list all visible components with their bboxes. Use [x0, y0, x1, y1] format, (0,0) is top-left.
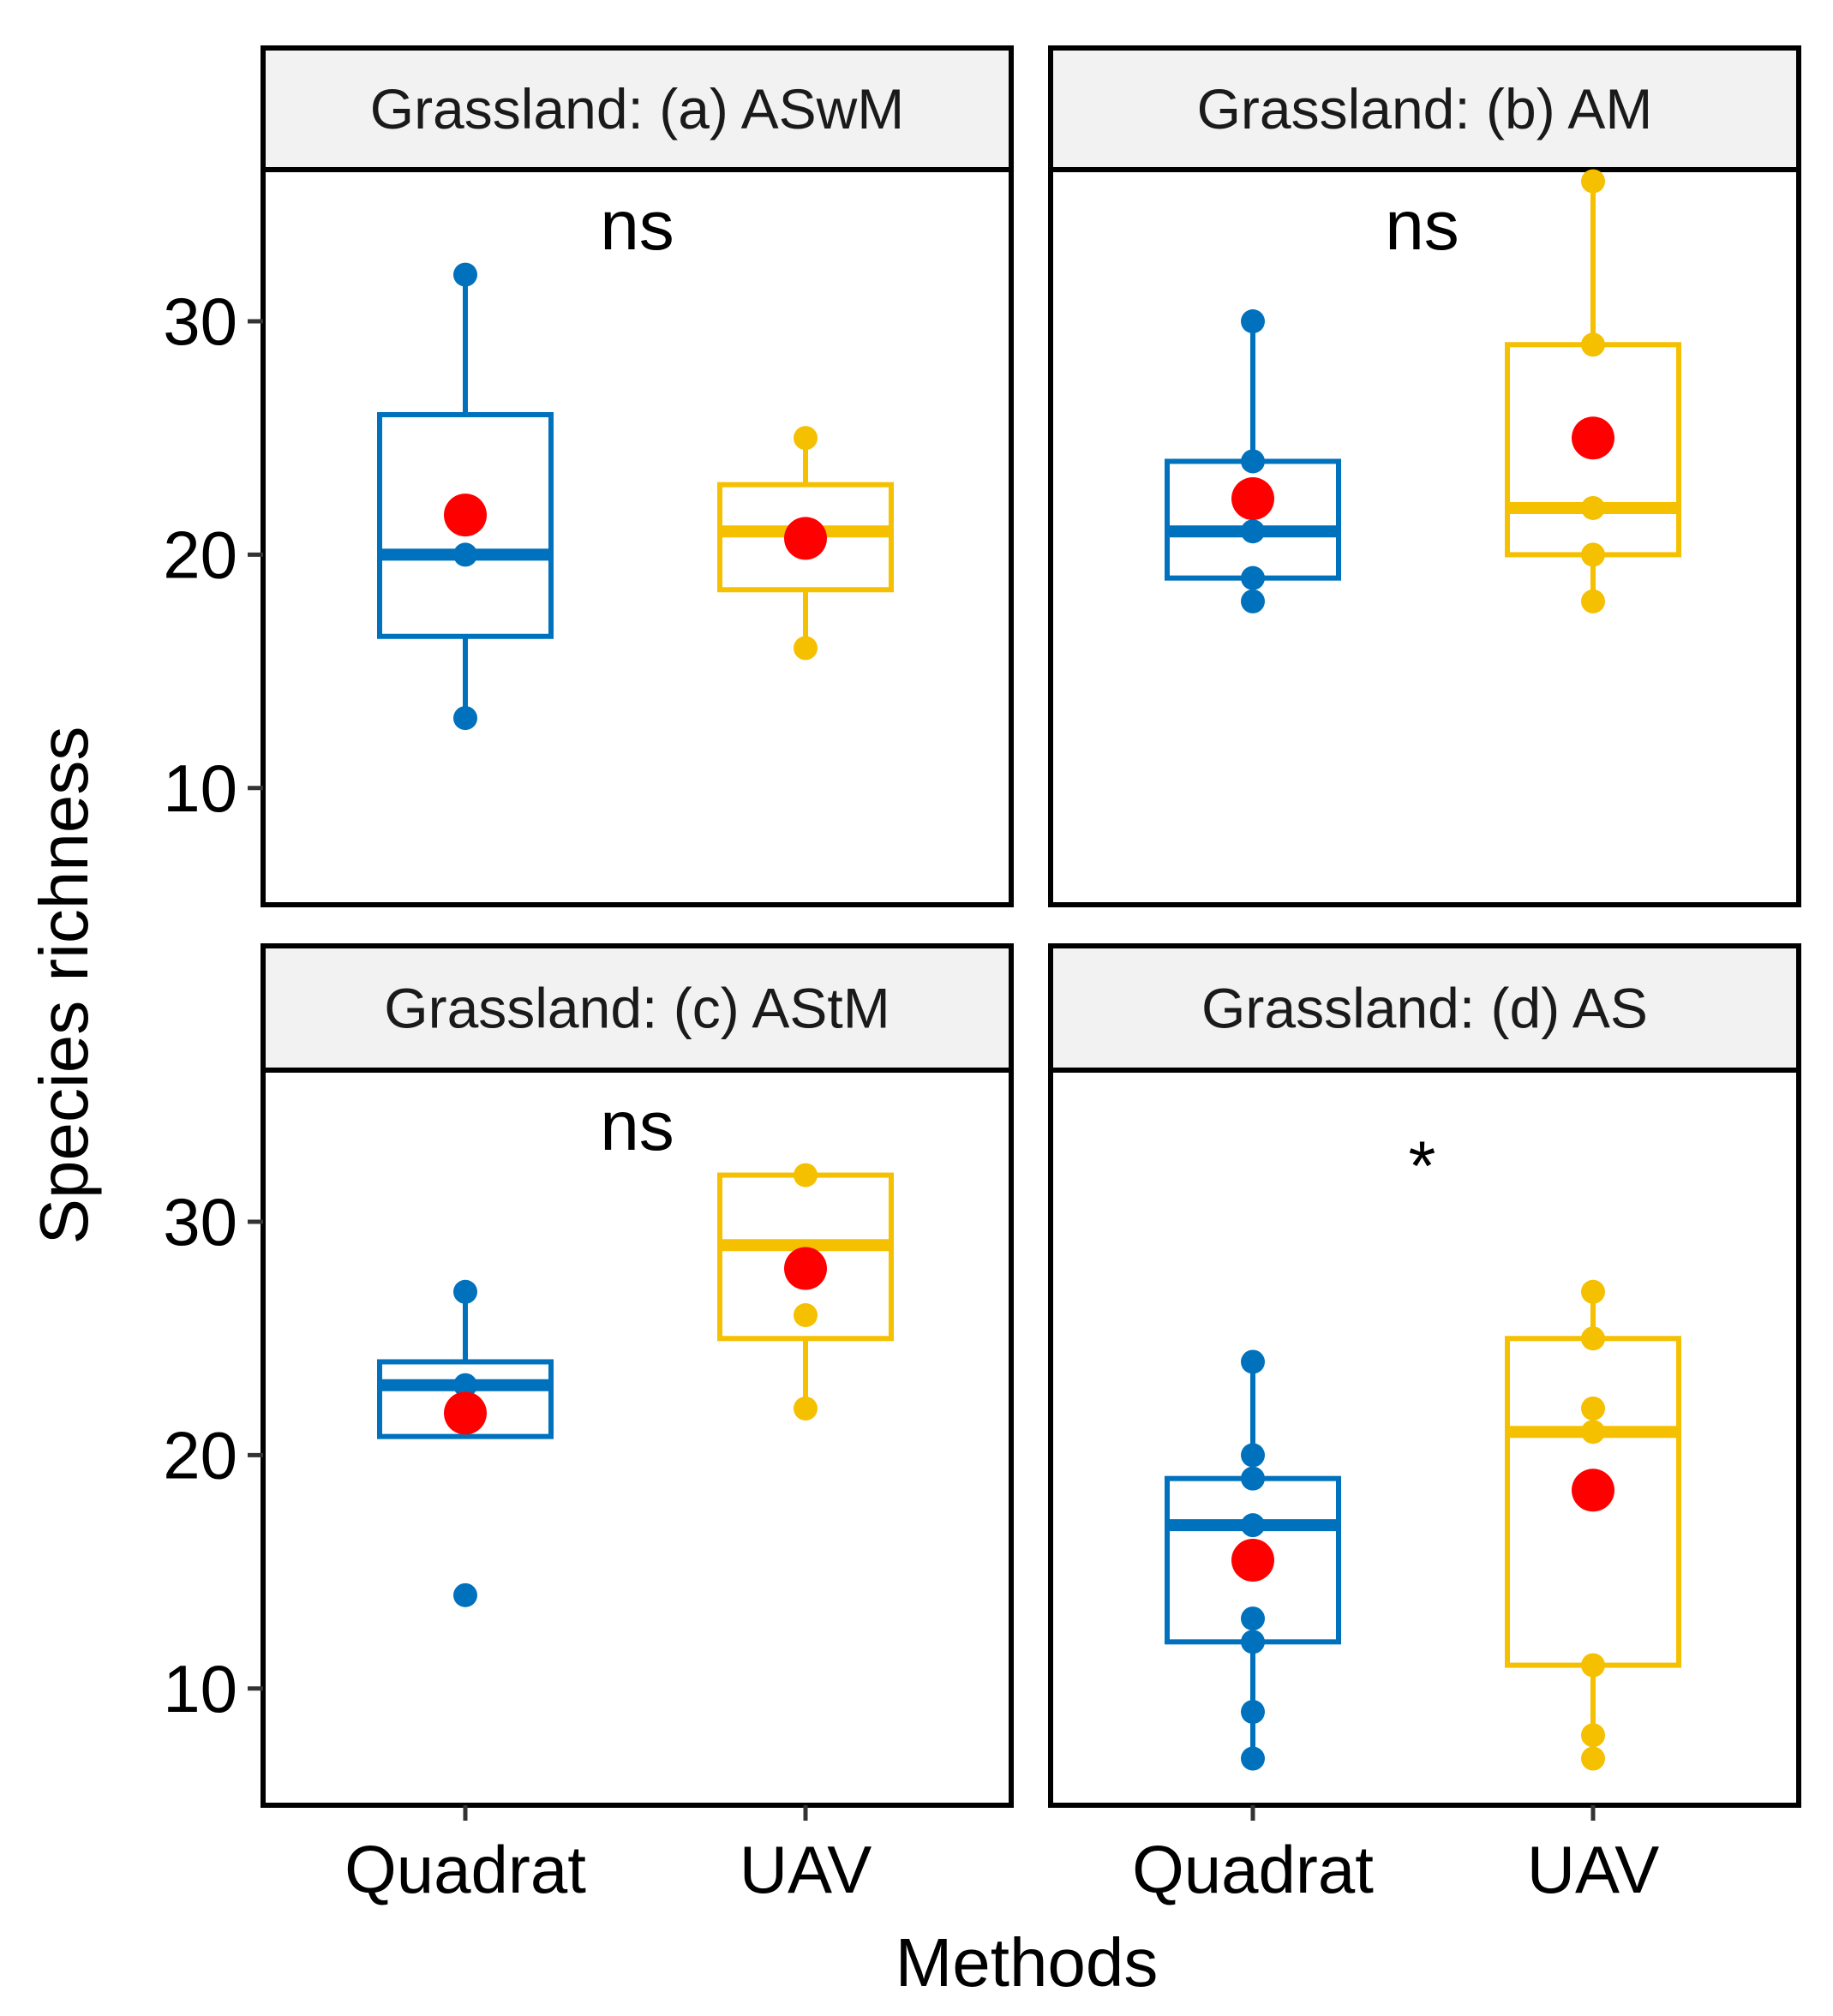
facet-strip-label: Grassland: (b) AM: [1197, 77, 1653, 141]
box-group-uav: [1505, 1279, 1681, 1771]
data-point: [1241, 1700, 1265, 1725]
facet-strip-label: Grassland: (a) ASwM: [370, 77, 905, 141]
facet-strip-label: Grassland: (c) AStM: [384, 977, 890, 1040]
data-point: [794, 426, 818, 451]
mean-point: [784, 1247, 827, 1290]
facet-strip: [261, 45, 1014, 172]
data-point: [1241, 1443, 1265, 1468]
x-tick-label: UAV: [740, 1832, 872, 1907]
box-group-quadrat: [377, 262, 554, 731]
box-group-quadrat: [1165, 1349, 1341, 1771]
facet-strip: [1048, 943, 1801, 1073]
data-point: [1581, 589, 1605, 613]
y-tick-label: 20: [163, 517, 237, 592]
x-axis-title: Methods: [896, 1924, 1159, 2001]
data-point: [1581, 1326, 1605, 1351]
x-tick-label: Quadrat: [344, 1832, 586, 1907]
data-point: [1241, 449, 1265, 474]
significance-label: ns: [600, 1087, 674, 1165]
data-point: [453, 262, 477, 287]
y-tick-label: 20: [163, 1417, 237, 1493]
data-point: [1581, 1723, 1605, 1748]
mean-point: [1231, 477, 1274, 521]
data-point: [1581, 169, 1605, 194]
facet-panel: Grassland: (c) AStM ns 10 20 30 Quadrat UAV: [163, 943, 1014, 1907]
data-point: [453, 706, 477, 731]
data-point: [1241, 1466, 1265, 1491]
y-tick-label: 30: [163, 284, 237, 359]
data-point: [1241, 589, 1265, 613]
mean-point: [1572, 1469, 1614, 1512]
box-group-uav: [717, 1163, 894, 1421]
data-point: [453, 1582, 477, 1607]
x-tick-label: UAV: [1527, 1832, 1660, 1907]
y-axis-title: Species richness: [26, 727, 102, 1245]
mean-point: [1231, 1539, 1274, 1582]
data-point: [1581, 1279, 1605, 1304]
facet-panels: Grassland: (a) ASwM ns 10 20 30 Grassland: (b…: [163, 45, 1801, 1907]
data-point: [453, 1279, 477, 1304]
data-point: [1241, 1746, 1265, 1771]
data-point: [1241, 1349, 1265, 1374]
facet-panel: Grassland: (a) ASwM ns 10 20 30: [163, 45, 1014, 907]
data-point: [1241, 309, 1265, 334]
panel-border: [261, 167, 1014, 907]
data-point: [1241, 1606, 1265, 1631]
data-point: [1241, 1630, 1265, 1654]
facet-strip-label: Grassland: (d) AS: [1201, 977, 1648, 1040]
mean-point: [1572, 416, 1614, 460]
facet-strip: [261, 943, 1014, 1073]
facet-panel: Grassland: (d) AS * Quadrat UAV: [1048, 943, 1801, 1907]
x-tick-label: Quadrat: [1132, 1832, 1374, 1907]
y-tick-label: 30: [163, 1184, 237, 1259]
data-point: [794, 1163, 818, 1187]
mean-point: [444, 1391, 487, 1435]
data-point: [1581, 542, 1605, 567]
mean-point: [444, 494, 487, 537]
y-tick-label: 10: [163, 751, 237, 826]
box-group-uav: [1505, 169, 1681, 613]
data-point: [1241, 565, 1265, 590]
box-group-quadrat: [1165, 309, 1341, 613]
box-group-uav: [717, 426, 894, 661]
data-point: [794, 1303, 818, 1327]
data-point: [794, 1396, 818, 1421]
data-point: [1581, 1653, 1605, 1678]
facet-strip: [1048, 45, 1801, 172]
data-point: [1581, 1746, 1605, 1771]
significance-label: *: [1409, 1128, 1436, 1205]
panel-border: [1048, 1068, 1801, 1808]
data-point: [1581, 332, 1605, 357]
facet-panel: Grassland: (b) AM ns: [1048, 45, 1801, 907]
mean-point: [784, 517, 827, 560]
significance-label: ns: [600, 187, 674, 265]
box: [377, 412, 554, 639]
panel-border: [261, 1068, 1014, 1808]
panel-border: [1048, 167, 1801, 907]
data-point: [1581, 1396, 1605, 1421]
y-tick-label: 10: [163, 1651, 237, 1726]
significance-label: ns: [1385, 187, 1459, 265]
data-point: [794, 636, 818, 661]
box-group-quadrat: [377, 1279, 554, 1607]
